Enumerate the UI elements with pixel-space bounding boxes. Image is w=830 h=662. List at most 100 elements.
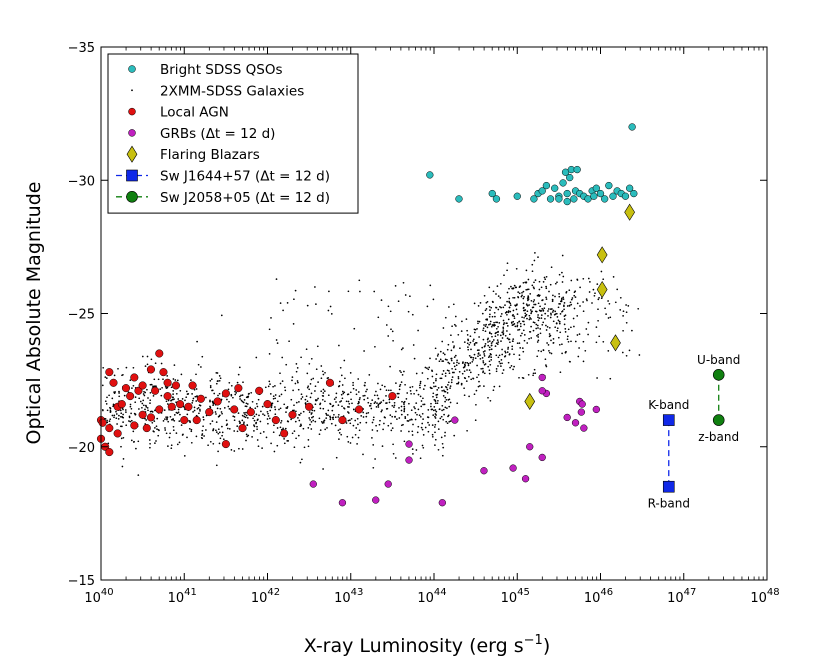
galaxy-point [306, 400, 309, 403]
galaxy-point [413, 406, 415, 408]
galaxy-point [121, 416, 124, 419]
galaxy-point [284, 386, 286, 389]
galaxy-point [491, 335, 493, 338]
galaxy-point [506, 330, 508, 332]
galaxy-point [545, 364, 547, 366]
galaxy-point [212, 429, 214, 432]
y-axis-label: Optical Absolute Magnitude [23, 182, 45, 445]
galaxy-point [483, 324, 485, 326]
galaxy-point [134, 401, 137, 404]
galaxy-point [441, 409, 443, 412]
galaxy-point [310, 378, 313, 381]
galaxy-point [557, 306, 560, 309]
galaxy-point [335, 396, 337, 399]
galaxy-point [340, 393, 343, 396]
galaxy-point [491, 340, 494, 343]
galaxy-point [193, 409, 196, 412]
galaxy-point [495, 368, 498, 370]
galaxy-point [310, 428, 313, 430]
galaxy-point [409, 386, 412, 389]
galaxy-point [470, 348, 472, 351]
agn-point [146, 365, 155, 374]
galaxy-point [144, 408, 146, 411]
galaxy-point [544, 358, 547, 361]
galaxy-point [393, 406, 395, 408]
galaxy-point [321, 422, 324, 424]
galaxy-point [499, 282, 502, 285]
galaxy-point [561, 343, 563, 346]
galaxy-point [527, 296, 530, 299]
galaxy-point [339, 401, 341, 403]
galaxy-point [594, 292, 596, 295]
galaxy-point [450, 379, 453, 381]
galaxy-point [389, 365, 391, 368]
galaxy-point [522, 281, 525, 284]
galaxy-point [625, 321, 628, 324]
galaxy-point [546, 326, 549, 328]
galaxy-point [492, 290, 495, 293]
galaxy-point [114, 391, 117, 393]
galaxy-point [327, 309, 330, 312]
galaxy-point [579, 286, 581, 289]
galaxy-point [545, 287, 548, 290]
galaxy-point [212, 428, 215, 430]
galaxy-point [215, 413, 217, 415]
galaxy-point [350, 417, 353, 420]
galaxy-point [550, 313, 552, 316]
galaxy-point [570, 303, 573, 306]
galaxy-point [536, 341, 539, 343]
galaxy-point [488, 340, 491, 342]
galaxy-point [447, 361, 450, 364]
galaxy-point [625, 304, 627, 306]
galaxy-point [509, 310, 512, 313]
galaxy-point [597, 298, 600, 301]
galaxy-point [219, 437, 222, 440]
galaxy-point [321, 398, 324, 401]
galaxy-point [477, 305, 480, 307]
galaxy-point [465, 380, 468, 382]
galaxy-point [413, 392, 415, 395]
galaxy-point [357, 402, 359, 405]
galaxy-point [348, 406, 350, 408]
galaxy-point [522, 309, 525, 312]
galaxy-point [389, 310, 392, 313]
galaxy-point [564, 351, 567, 354]
galaxy-point [382, 399, 385, 402]
galaxy-point [455, 364, 458, 367]
galaxy-point [139, 400, 142, 403]
galaxy-point [173, 398, 175, 400]
galaxy-point [554, 282, 557, 285]
galaxy-point [162, 420, 165, 422]
galaxy-point [243, 421, 245, 424]
galaxy-point [622, 329, 624, 332]
galaxy-point [548, 335, 551, 338]
galaxy-point [376, 430, 379, 432]
galaxy-point [170, 418, 173, 421]
galaxy-point [487, 341, 489, 343]
galaxy-point [279, 382, 282, 385]
galaxy-point [536, 324, 539, 327]
galaxy-point [524, 281, 527, 284]
galaxy-point [108, 394, 110, 397]
galaxy-point [339, 366, 342, 369]
galaxy-point [418, 384, 421, 387]
galaxy-point [451, 371, 454, 374]
galaxy-point [233, 416, 236, 418]
galaxy-point [109, 411, 112, 413]
galaxy-point [552, 320, 555, 323]
galaxy-point [530, 299, 533, 302]
galaxy-point [155, 425, 158, 428]
galaxy-point [309, 423, 311, 426]
galaxy-point [279, 407, 282, 410]
grb-point [538, 373, 546, 382]
galaxy-point [448, 405, 451, 408]
galaxy-point [228, 428, 231, 430]
galaxy-point [550, 339, 552, 342]
galaxy-point [274, 394, 277, 396]
galaxy-point [335, 456, 338, 459]
galaxy-point [558, 273, 561, 276]
galaxy-point [431, 433, 434, 436]
galaxy-point [276, 427, 279, 429]
galaxy-point [317, 381, 319, 383]
galaxy-point [241, 419, 244, 422]
